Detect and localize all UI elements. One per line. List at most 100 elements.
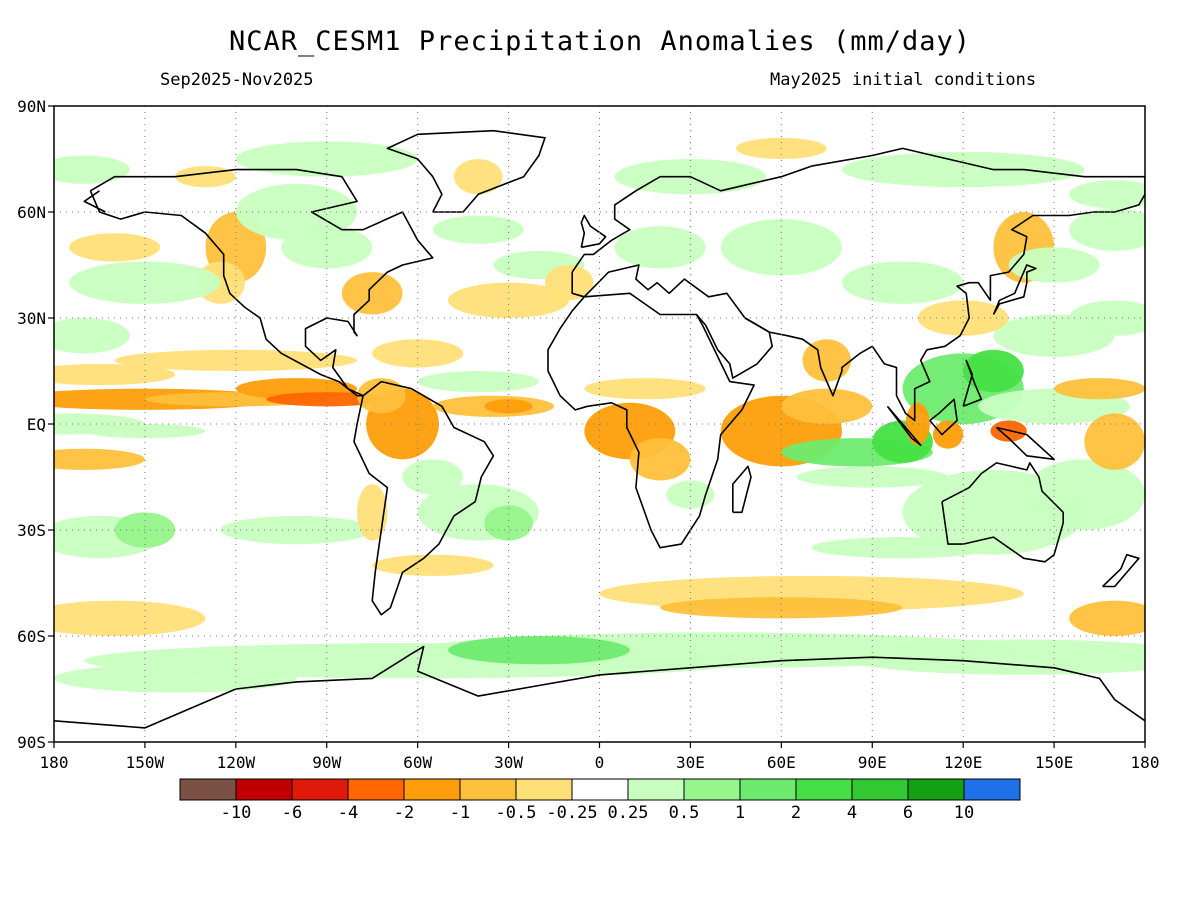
lat-tick-label: 90N — [17, 97, 46, 116]
anomaly-patch — [114, 349, 358, 371]
coastline — [992, 264, 1037, 315]
anomaly-patch — [235, 183, 358, 241]
colorbar-swatch — [627, 778, 685, 801]
colorbar-swatch — [459, 778, 517, 801]
lat-tick-label: 60S — [17, 627, 46, 646]
anomaly-patch — [454, 159, 503, 195]
lon-tick-label: 30W — [494, 753, 523, 772]
anomaly-patch — [1069, 208, 1145, 251]
lat-tick-label: 30N — [17, 309, 46, 328]
lat-tick-label: EQ — [27, 415, 46, 434]
colorbar-label: 2 — [791, 803, 801, 823]
anomaly-patch — [584, 378, 706, 400]
lat-tick-label: 30S — [17, 521, 46, 540]
colorbar-label: -0.25 — [546, 803, 597, 823]
colorbar-swatch — [179, 778, 237, 801]
anomaly-patch — [614, 226, 706, 269]
colorbar: -10 -6 -4 -2 -1 -0.5 -0.25 0.25 0.5 1 2 4 6 10 — [179, 778, 1021, 823]
anomaly-patch — [1069, 180, 1145, 209]
latitude-ticks: 90N 60N 30N EQ 30S 60S 90S — [17, 97, 54, 752]
lon-tick-label: 150W — [126, 753, 165, 772]
anomaly-patch — [796, 466, 949, 488]
anomaly-patch — [841, 639, 1145, 675]
anomaly-patch — [1084, 413, 1145, 470]
anomaly-patch — [54, 448, 145, 470]
anomaly-patch — [932, 420, 964, 449]
anomaly-patch — [372, 554, 494, 576]
coastlines — [54, 129, 1145, 729]
anomaly-patch — [432, 215, 524, 244]
anomaly-patch — [54, 318, 130, 354]
anomaly-patch — [54, 600, 206, 636]
anomaly-patch — [963, 349, 1024, 393]
anomaly-patch — [175, 166, 236, 188]
forecast-period-label: Sep2025-Nov2025 — [160, 70, 314, 90]
colorbar-label: -2 — [394, 803, 414, 823]
lon-tick-label: 150E — [1035, 753, 1074, 772]
lat-tick-label: 90S — [17, 733, 46, 752]
map-title: NCAR_CESM1 Precipitation Anomalies (mm/d… — [229, 26, 971, 57]
colorbar-swatch — [347, 778, 405, 801]
anomaly-patch — [917, 300, 1009, 336]
colorbar-label: -4 — [338, 803, 358, 823]
anomaly-patch — [660, 597, 903, 619]
lon-tick-label: 180 — [40, 753, 69, 772]
anomaly-patch — [841, 261, 964, 304]
lon-tick-label: 180 — [1131, 753, 1160, 772]
anomaly-patch — [1069, 300, 1145, 336]
coastline — [353, 380, 495, 616]
anomaly-patch — [69, 233, 161, 262]
anomaly-patch — [69, 261, 221, 304]
anomaly-patch — [1023, 459, 1145, 530]
coastline — [83, 190, 106, 213]
colorbar-swatch — [515, 778, 573, 801]
coastline — [547, 292, 755, 549]
colorbar-label: 10 — [954, 803, 974, 823]
colorbar-swatch — [851, 778, 909, 801]
lon-tick-label: 90W — [312, 753, 341, 772]
anomaly-patch — [341, 272, 403, 315]
initial-conditions-label: May2025 initial conditions — [770, 70, 1037, 90]
lon-tick-label: 60W — [403, 753, 432, 772]
anomaly-patch — [372, 339, 464, 368]
lon-tick-label: 60E — [767, 753, 796, 772]
anomaly-patch — [802, 339, 852, 382]
anomaly-patch — [905, 402, 930, 446]
anomaly-patch — [417, 371, 539, 393]
coastline — [571, 147, 1145, 422]
lon-tick-label: 30E — [676, 753, 705, 772]
anomaly-patch — [220, 515, 373, 545]
colorbar-swatch — [291, 778, 349, 801]
colorbar-label: -1 — [450, 803, 470, 823]
anomaly-patch — [54, 363, 176, 386]
coastline — [54, 645, 1145, 729]
anomaly-patch — [544, 265, 594, 301]
anomaly-patch — [235, 141, 418, 177]
longitude-ticks: 180 150W 120W 90W 60W 30W 0 30E 60E 90E 120E 150E 18… — [40, 742, 1160, 772]
lon-tick-label: 120W — [217, 753, 256, 772]
lat-tick-label: 60N — [17, 203, 46, 222]
colorbar-label: 4 — [847, 803, 857, 823]
coastline — [941, 462, 1064, 563]
lon-tick-label: 120E — [944, 753, 983, 772]
anomaly-patch — [484, 505, 533, 541]
anomaly-patch — [54, 155, 130, 184]
anomaly-patch — [841, 151, 1085, 188]
coastline — [580, 214, 607, 249]
gridlines — [54, 106, 1145, 742]
colorbar-swatch — [571, 778, 629, 801]
colorbar-label: 0.25 — [608, 803, 649, 823]
coastline — [929, 398, 958, 436]
colorbar-swatch — [963, 778, 1021, 801]
colorbar-label: -10 — [221, 803, 252, 823]
lon-tick-label: 90E — [858, 753, 887, 772]
coastline — [995, 426, 1055, 461]
anomaly-patch — [357, 378, 406, 414]
anomaly-patch — [781, 388, 873, 425]
anomaly-patch — [1069, 600, 1145, 636]
colorbar-label: 6 — [903, 803, 913, 823]
coastline — [732, 465, 752, 514]
colorbar-swatch — [739, 778, 797, 801]
colorbar-swatch — [683, 778, 741, 801]
